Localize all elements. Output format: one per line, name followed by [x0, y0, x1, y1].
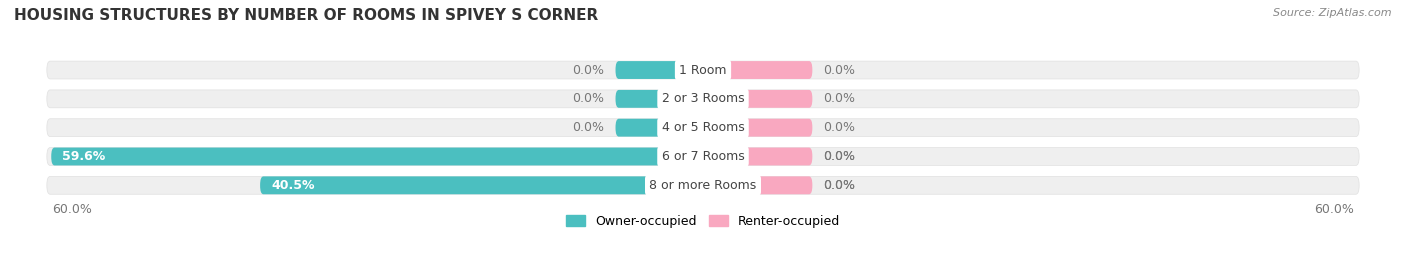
Text: 60.0%: 60.0% [1313, 203, 1354, 216]
FancyBboxPatch shape [46, 90, 1360, 108]
FancyBboxPatch shape [616, 61, 703, 79]
FancyBboxPatch shape [616, 119, 703, 137]
Text: HOUSING STRUCTURES BY NUMBER OF ROOMS IN SPIVEY S CORNER: HOUSING STRUCTURES BY NUMBER OF ROOMS IN… [14, 8, 599, 23]
Legend: Owner-occupied, Renter-occupied: Owner-occupied, Renter-occupied [561, 210, 845, 233]
Text: 0.0%: 0.0% [824, 63, 855, 77]
Text: 8 or more Rooms: 8 or more Rooms [650, 179, 756, 192]
Text: 40.5%: 40.5% [271, 179, 315, 192]
Text: 59.6%: 59.6% [62, 150, 105, 163]
Text: 0.0%: 0.0% [824, 150, 855, 163]
Text: 0.0%: 0.0% [824, 150, 855, 163]
Text: 2 or 3 Rooms: 2 or 3 Rooms [662, 92, 744, 105]
Text: 60.0%: 60.0% [52, 203, 93, 216]
Text: 4 or 5 Rooms: 4 or 5 Rooms [662, 121, 744, 134]
FancyBboxPatch shape [703, 119, 813, 137]
Text: 0.0%: 0.0% [824, 179, 855, 192]
Text: 0.0%: 0.0% [824, 92, 855, 105]
Text: 0.0%: 0.0% [824, 121, 855, 134]
Text: 0.0%: 0.0% [572, 121, 605, 134]
FancyBboxPatch shape [46, 148, 1360, 165]
FancyBboxPatch shape [46, 61, 1360, 79]
FancyBboxPatch shape [616, 90, 703, 108]
Text: Source: ZipAtlas.com: Source: ZipAtlas.com [1274, 8, 1392, 18]
Text: 0.0%: 0.0% [572, 63, 605, 77]
Text: 1 Room: 1 Room [679, 63, 727, 77]
Text: 0.0%: 0.0% [824, 179, 855, 192]
Text: 0.0%: 0.0% [572, 92, 605, 105]
FancyBboxPatch shape [51, 148, 703, 165]
FancyBboxPatch shape [703, 90, 813, 108]
FancyBboxPatch shape [703, 61, 813, 79]
FancyBboxPatch shape [703, 148, 813, 165]
FancyBboxPatch shape [260, 176, 703, 194]
Text: 6 or 7 Rooms: 6 or 7 Rooms [662, 150, 744, 163]
FancyBboxPatch shape [46, 176, 1360, 194]
FancyBboxPatch shape [703, 176, 813, 194]
FancyBboxPatch shape [46, 119, 1360, 137]
